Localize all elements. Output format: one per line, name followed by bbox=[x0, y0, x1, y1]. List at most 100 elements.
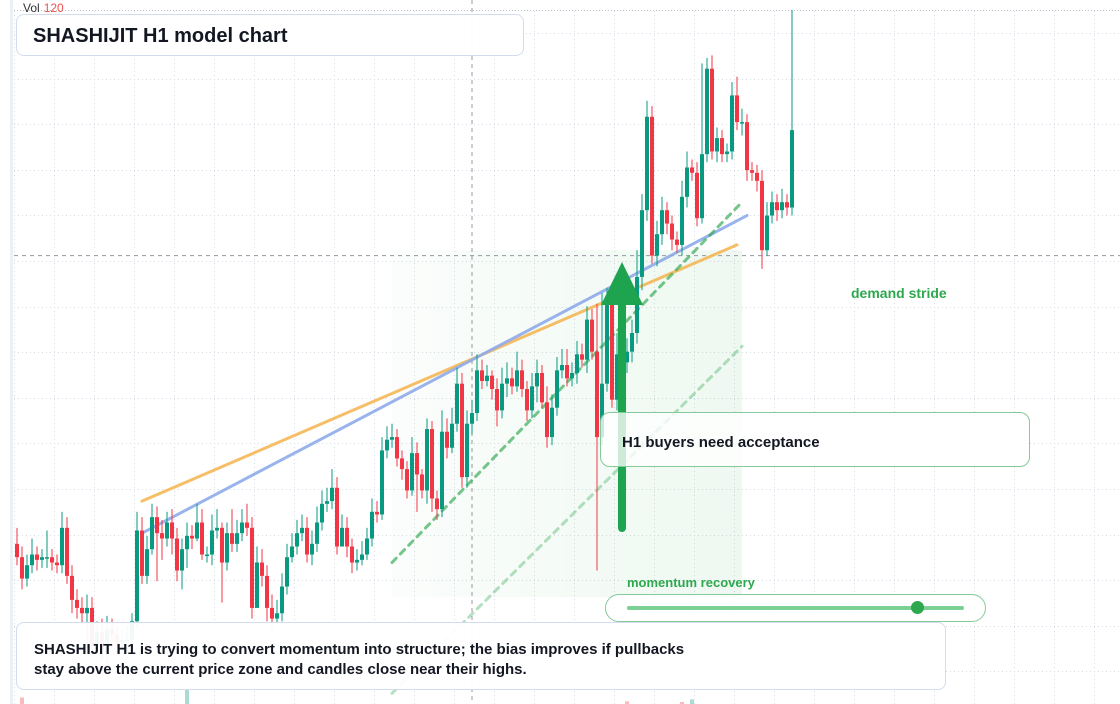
candle bbox=[295, 519, 299, 555]
candle-body bbox=[175, 538, 179, 571]
candle-body bbox=[725, 151, 729, 155]
candle-body bbox=[490, 375, 494, 390]
candle-body bbox=[700, 154, 704, 219]
candle-body bbox=[340, 527, 344, 547]
acceptance-text: H1 buyers need acceptance bbox=[622, 434, 820, 451]
candle-body bbox=[580, 354, 584, 360]
candle-body bbox=[265, 575, 269, 608]
candle-body bbox=[170, 522, 174, 539]
candle-body bbox=[565, 365, 569, 379]
candle-body bbox=[555, 370, 559, 408]
candle bbox=[650, 106, 654, 264]
analysis-note: SHASHIJIT H1 is trying to convert moment… bbox=[34, 641, 685, 678]
candle bbox=[490, 370, 494, 400]
candle-body bbox=[590, 319, 594, 352]
candle-body bbox=[150, 517, 154, 550]
candle bbox=[200, 509, 204, 560]
candle-body bbox=[660, 210, 664, 235]
candle-body bbox=[430, 429, 434, 499]
candle bbox=[425, 418, 429, 504]
candle-body bbox=[440, 431, 444, 510]
volume-bar bbox=[690, 699, 694, 704]
candle bbox=[230, 509, 234, 552]
candle-body bbox=[760, 180, 764, 251]
candle-body bbox=[395, 437, 399, 459]
candle-body bbox=[610, 303, 614, 400]
candle bbox=[560, 348, 564, 379]
candle-body bbox=[45, 557, 49, 559]
candle-body bbox=[15, 543, 19, 558]
candle-body bbox=[315, 522, 319, 544]
candle-body bbox=[275, 613, 279, 619]
candle bbox=[710, 55, 714, 160]
candle-body bbox=[50, 557, 54, 563]
momentum-label: momentum recovery bbox=[627, 575, 755, 590]
candle bbox=[785, 194, 789, 216]
candle-body bbox=[575, 354, 579, 374]
candle-body bbox=[445, 431, 449, 448]
candle bbox=[150, 503, 154, 555]
volume-label: Vol bbox=[23, 1, 40, 15]
candle bbox=[355, 549, 359, 571]
candle bbox=[205, 546, 209, 563]
candle bbox=[40, 549, 44, 568]
candle bbox=[570, 362, 574, 387]
candle-body bbox=[260, 562, 264, 576]
candle-body bbox=[335, 487, 339, 547]
candle bbox=[80, 597, 84, 624]
candle bbox=[260, 549, 264, 587]
momentum-slider[interactable] bbox=[605, 594, 986, 622]
candle-body bbox=[295, 533, 299, 547]
candle bbox=[180, 538, 184, 590]
candle bbox=[405, 461, 409, 499]
candle bbox=[540, 365, 544, 408]
candle-body bbox=[245, 522, 249, 528]
candle-body bbox=[205, 554, 209, 557]
crosshair bbox=[14, 0, 1120, 704]
candle-body bbox=[180, 549, 184, 571]
volume-bar bbox=[680, 702, 684, 704]
momentum-knob[interactable] bbox=[910, 601, 924, 614]
candle-body bbox=[585, 319, 589, 360]
candle bbox=[245, 503, 249, 536]
candle bbox=[680, 180, 684, 256]
candle bbox=[765, 202, 769, 256]
candle-body bbox=[220, 527, 224, 563]
candle bbox=[255, 546, 259, 608]
candle-body bbox=[680, 196, 684, 245]
candle-body bbox=[185, 535, 189, 550]
candle bbox=[325, 487, 329, 512]
candle-body bbox=[250, 527, 254, 608]
candle bbox=[695, 162, 699, 227]
candle-body bbox=[675, 239, 679, 245]
candle-body bbox=[165, 522, 169, 539]
candle-body bbox=[235, 533, 239, 544]
candle bbox=[655, 220, 659, 267]
candle bbox=[770, 191, 774, 224]
candle-body bbox=[690, 167, 694, 173]
candle bbox=[625, 338, 629, 374]
candle bbox=[420, 469, 424, 499]
candle bbox=[470, 399, 474, 435]
candle bbox=[485, 365, 489, 387]
candle bbox=[375, 501, 379, 523]
candle-body bbox=[730, 95, 734, 152]
candle-body bbox=[770, 202, 774, 216]
candle-body bbox=[325, 501, 329, 504]
candle-body bbox=[600, 383, 604, 438]
candle-body bbox=[655, 234, 659, 256]
candle bbox=[305, 517, 309, 563]
candle bbox=[685, 151, 689, 208]
candle bbox=[450, 407, 454, 454]
candle-body bbox=[225, 533, 229, 563]
candle bbox=[675, 231, 679, 253]
candle-body bbox=[350, 546, 354, 563]
candle-body bbox=[720, 138, 724, 155]
candle bbox=[780, 188, 784, 219]
candle bbox=[235, 519, 239, 552]
candle-body bbox=[240, 522, 244, 534]
left-axis-strip bbox=[10, 0, 13, 704]
candle bbox=[60, 511, 64, 574]
candle bbox=[65, 517, 69, 584]
